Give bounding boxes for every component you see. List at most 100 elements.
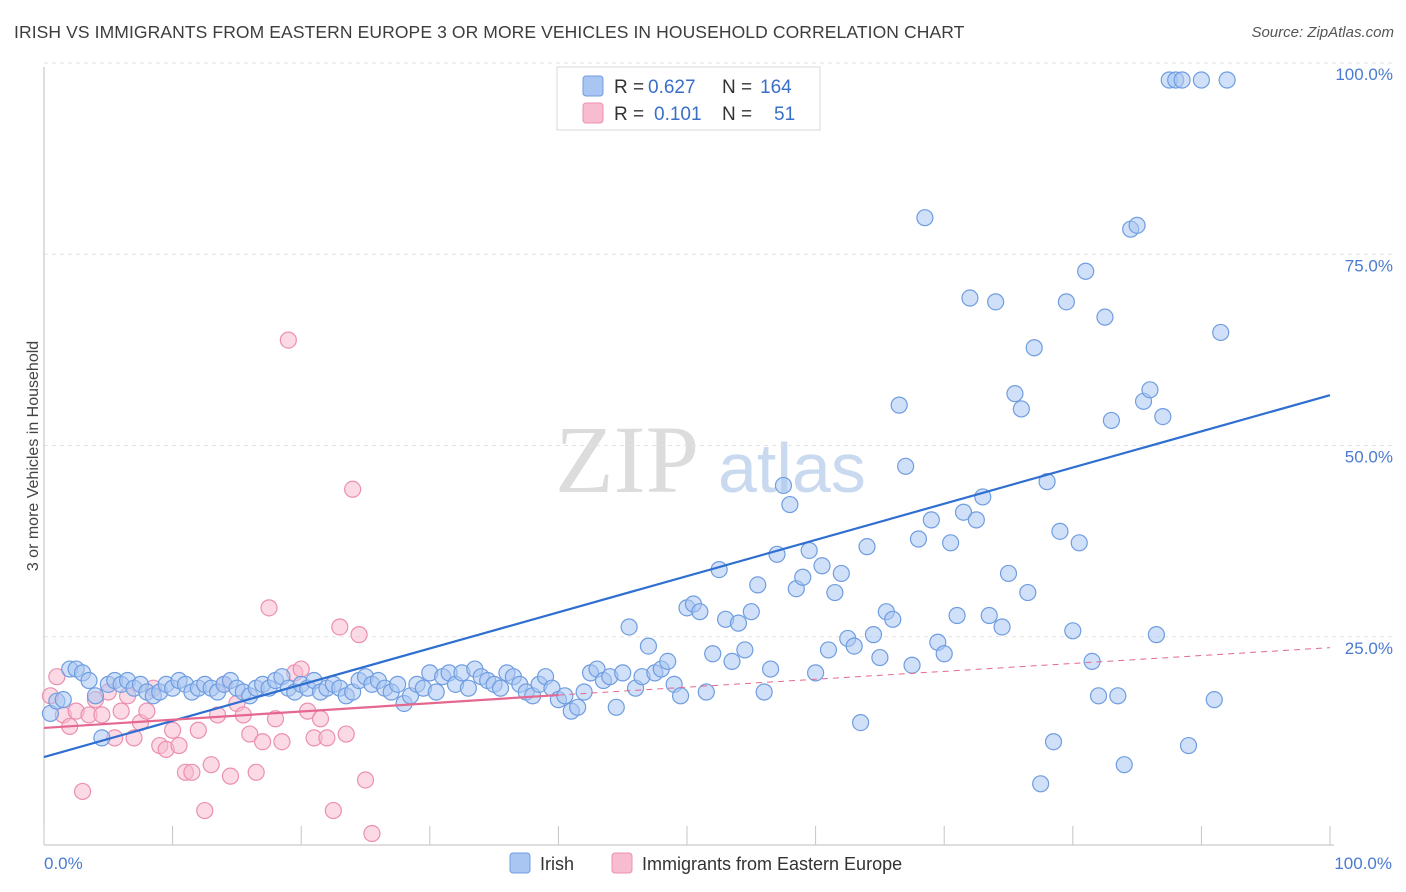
ee-point-43 [318, 729, 336, 747]
irish-point-111 [755, 683, 773, 701]
irish-point-171 [1141, 381, 1159, 399]
series-irish-points [41, 71, 1236, 793]
series-eastern-europe-points [41, 331, 381, 843]
ee-point-50 [363, 824, 381, 843]
irish-point-141 [948, 606, 966, 625]
ee-point-23 [189, 721, 207, 739]
x-tick-label-max: 100.0% [1334, 854, 1392, 873]
ee-point-26 [209, 706, 227, 724]
irish-point-120 [813, 557, 831, 575]
irish-point-136 [916, 209, 934, 227]
ee-point-34 [260, 599, 278, 617]
irish-point-169 [1128, 216, 1146, 234]
irish-point-8 [93, 729, 111, 747]
irish-point-128 [864, 626, 883, 644]
irish-point-122 [826, 583, 844, 602]
irish-point-108 [736, 641, 754, 659]
irish-point-125 [845, 637, 863, 655]
irish-point-154 [1032, 775, 1050, 793]
ee-point-5 [73, 782, 92, 801]
legend-irish-n-value: 164 [760, 77, 792, 98]
irish-point-166 [1109, 687, 1127, 705]
irish-point-158 [1057, 293, 1075, 311]
irish-point-167 [1115, 756, 1133, 774]
irish-point-133 [897, 457, 915, 475]
legend-ee-r-label: R = [614, 104, 644, 125]
irish-point-129 [871, 648, 889, 667]
irish-point-181 [1218, 71, 1236, 89]
legend-ee-swatch [582, 102, 604, 124]
legend-bottom-irish-swatch [509, 852, 531, 874]
ee-point-48 [350, 626, 368, 644]
ee-point-36 [273, 733, 291, 751]
ee-point-19 [164, 721, 182, 739]
ee-point-45 [331, 618, 349, 636]
ee-point-28 [221, 767, 240, 785]
legend-irish-n-label: N = [722, 77, 752, 98]
irish-point-164 [1096, 308, 1114, 326]
irish-point-139 [935, 645, 953, 663]
irish-point-2 [54, 691, 72, 709]
irish-point-89 [614, 664, 632, 682]
ee-point-32 [247, 763, 265, 781]
irish-point-143 [961, 289, 979, 307]
legend-ee-n-value: 51 [774, 104, 795, 125]
legend-ee-n-label: N = [722, 104, 752, 125]
irish-point-103 [704, 645, 722, 663]
irish-point-161 [1077, 262, 1095, 280]
watermark-atlas: atlas [718, 429, 866, 507]
chart-title: IRISH VS IMMIGRANTS FROM EASTERN EUROPE … [14, 22, 965, 42]
ee-point-42 [311, 710, 330, 728]
irish-point-159 [1064, 622, 1082, 640]
irish-point-177 [1179, 736, 1198, 755]
ee-point-44 [324, 801, 342, 820]
irish-point-83 [575, 683, 593, 701]
irish-point-147 [987, 293, 1005, 311]
irish-point-90 [620, 618, 638, 636]
irish-point-106 [723, 652, 741, 671]
legend-irish-r-value: 0.627 [648, 77, 696, 98]
irish-point-110 [749, 576, 767, 594]
irish-point-101 [691, 603, 709, 621]
ee-point-49 [356, 771, 375, 789]
irish-point-172 [1147, 626, 1165, 644]
y-tick-labels: 25.0% 50.0% 75.0% 100.0% [1335, 65, 1393, 658]
irish-point-127 [858, 538, 876, 556]
irish-point-165 [1102, 411, 1120, 430]
irish-point-156 [1044, 733, 1063, 751]
irish-point-157 [1051, 522, 1069, 540]
legend-bottom: Irish Immigrants from Eastern Europe [509, 852, 902, 874]
ee-point-39 [292, 660, 310, 678]
ee-point-31 [241, 725, 259, 743]
ee-point-1 [48, 668, 66, 686]
ee-trend-line [43, 693, 559, 730]
irish-point-118 [800, 541, 818, 560]
irish-point-82 [569, 698, 587, 716]
irish-point-163 [1089, 687, 1108, 705]
irish-point-153 [1025, 339, 1043, 357]
irish-point-123 [832, 564, 850, 583]
trend-lines [43, 394, 1331, 759]
ee-point-15 [138, 702, 156, 720]
watermark-zip: ZIP [555, 406, 699, 513]
ee-point-25 [202, 756, 220, 774]
irish-point-88 [607, 698, 625, 716]
x-axis-ticks [43, 826, 1331, 845]
y-tick-label-1: 50.0% [1345, 448, 1393, 467]
ee-point-47 [344, 480, 362, 498]
ee-point-46 [337, 725, 355, 743]
irish-point-134 [903, 656, 921, 674]
irish-point-126 [852, 713, 870, 732]
irish-point-60 [427, 683, 445, 701]
irish-point-162 [1083, 652, 1101, 671]
irish-point-114 [774, 476, 793, 495]
legend-top: R = 0.627 N = 164 R = 0.101 N = 51 [556, 66, 821, 131]
ee-point-20 [170, 736, 188, 755]
legend-ee-r-value: 0.101 [654, 104, 702, 125]
irish-point-132 [890, 396, 908, 414]
irish-point-98 [671, 687, 690, 705]
irish-point-146 [980, 606, 998, 625]
irish-point-152 [1019, 583, 1037, 602]
irish-point-119 [806, 664, 825, 682]
y-tick-label-3: 100.0% [1335, 65, 1393, 84]
